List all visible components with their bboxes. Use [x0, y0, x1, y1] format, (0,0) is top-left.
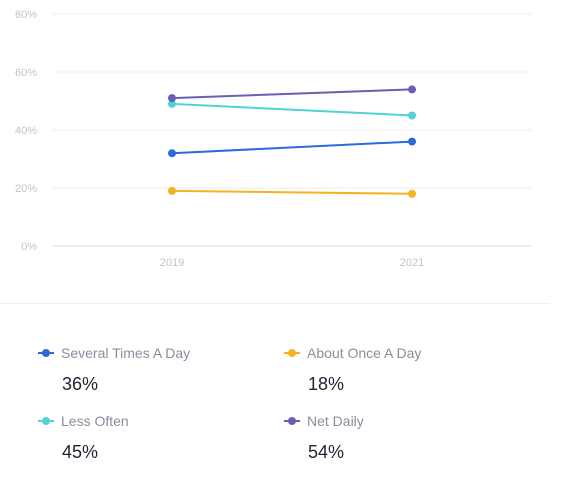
y-tick-label: 0% [21, 241, 37, 253]
x-tick-label: 2021 [400, 257, 424, 269]
data-point[interactable] [168, 94, 176, 103]
legend-label: Less Often [61, 413, 129, 429]
chart-grid [52, 13, 532, 247]
data-point[interactable] [408, 189, 416, 198]
legend-item-several-times-a-day[interactable]: Several Times A Day 36% [38, 330, 278, 394]
legend-value: 36% [62, 374, 99, 394]
y-tick-label: 60% [15, 67, 37, 79]
line-chart: 0% 20% 40% 60% 80% 2019 2021 [15, 9, 532, 269]
legend-label: About Once A Day [307, 345, 422, 361]
legend-item-about-once-a-day[interactable]: About Once A Day 18% [284, 330, 524, 394]
legend-item-net-daily[interactable]: Net Daily 54% [284, 398, 524, 462]
y-tick-label: 80% [15, 9, 37, 21]
series-line-3 [171, 88, 413, 100]
y-axis: 0% 20% 40% 60% 80% [15, 9, 37, 253]
y-tick-label: 20% [15, 183, 37, 195]
data-point[interactable] [408, 137, 416, 146]
series-line-0 [171, 140, 413, 155]
chart-divider [0, 303, 550, 304]
data-point[interactable] [168, 149, 176, 158]
series-line-1 [171, 189, 413, 195]
data-point[interactable] [168, 99, 176, 108]
data-point[interactable] [408, 85, 416, 94]
legend-label: Several Times A Day [61, 345, 191, 361]
legend-value: 45% [62, 442, 99, 462]
legend-marker-icon [38, 413, 54, 429]
data-point[interactable] [408, 111, 416, 120]
legend-value: 18% [308, 374, 345, 394]
chart-series [168, 85, 416, 198]
legend-item-less-often[interactable]: Less Often 45% [38, 398, 278, 462]
legend-marker-icon [38, 345, 54, 361]
legend-marker-icon [284, 345, 300, 361]
legend-label: Net Daily [307, 413, 364, 429]
chart-legend: Several Times A Day 36% About Once A Day… [0, 330, 563, 480]
legend-value: 54% [308, 442, 345, 462]
series-line-2 [171, 102, 413, 117]
x-tick-label: 2019 [160, 257, 184, 269]
y-tick-label: 40% [15, 125, 37, 137]
data-point[interactable] [168, 186, 176, 195]
x-axis: 2019 2021 [160, 257, 424, 269]
legend-marker-icon [284, 413, 300, 429]
